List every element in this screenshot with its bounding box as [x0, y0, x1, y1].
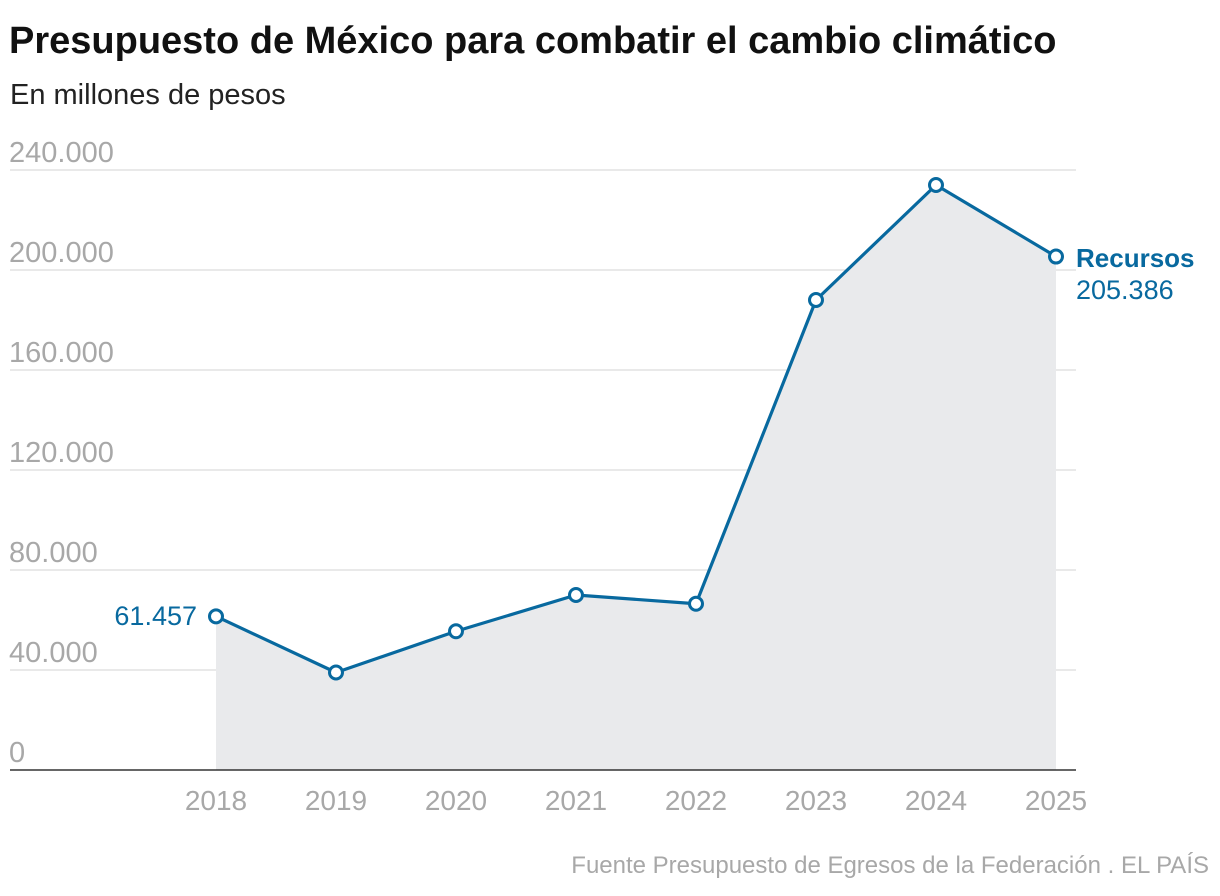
x-axis-ticks: 2018 2019 2020 2021 2022 2023 2024 2025 — [185, 785, 1087, 816]
chart-title: Presupuesto de México para combatir el c… — [9, 20, 1056, 62]
data-points — [208, 177, 1064, 681]
data-point — [448, 623, 464, 640]
data-point — [928, 177, 944, 193]
chart-subtitle: En millones de pesos — [10, 79, 286, 111]
last-value-label: 205.386 — [1076, 275, 1174, 305]
x-tick-label: 2021 — [545, 785, 607, 816]
data-point — [568, 587, 584, 603]
area-fill-group — [216, 185, 1056, 770]
data-point — [208, 608, 224, 625]
area-fill — [216, 185, 1056, 770]
x-tick-label: 2019 — [305, 785, 367, 816]
y-tick-label: 120.000 — [9, 437, 114, 469]
x-tick-label: 2024 — [905, 785, 967, 816]
y-tick-label: 240.000 — [9, 137, 114, 169]
x-tick-label: 2023 — [785, 785, 847, 816]
y-tick-label: 40.000 — [9, 637, 98, 669]
data-point — [1048, 248, 1064, 265]
data-point — [328, 664, 344, 681]
series-label: Recursos — [1076, 243, 1195, 273]
data-point — [808, 292, 824, 308]
series-line — [215, 183, 1057, 675]
y-axis-ticks: 0 40.000 80.000 120.000 160.000 200.000 240.00… — [9, 137, 114, 769]
source-note: Fuente Presupuesto de Egresos de la Fede… — [571, 852, 1209, 879]
y-tick-label: 160.000 — [9, 337, 114, 369]
x-tick-label: 2025 — [1025, 785, 1087, 816]
x-tick-label: 2020 — [425, 785, 487, 816]
x-tick-label: 2018 — [185, 785, 247, 816]
data-point — [688, 595, 704, 612]
y-tick-label: 0 — [9, 737, 25, 769]
y-tick-label: 80.000 — [9, 537, 98, 569]
series-line-group — [215, 183, 1057, 675]
first-value-label: 61.457 — [114, 601, 197, 631]
x-tick-label: 2022 — [665, 785, 727, 816]
y-tick-label: 200.000 — [9, 237, 114, 269]
